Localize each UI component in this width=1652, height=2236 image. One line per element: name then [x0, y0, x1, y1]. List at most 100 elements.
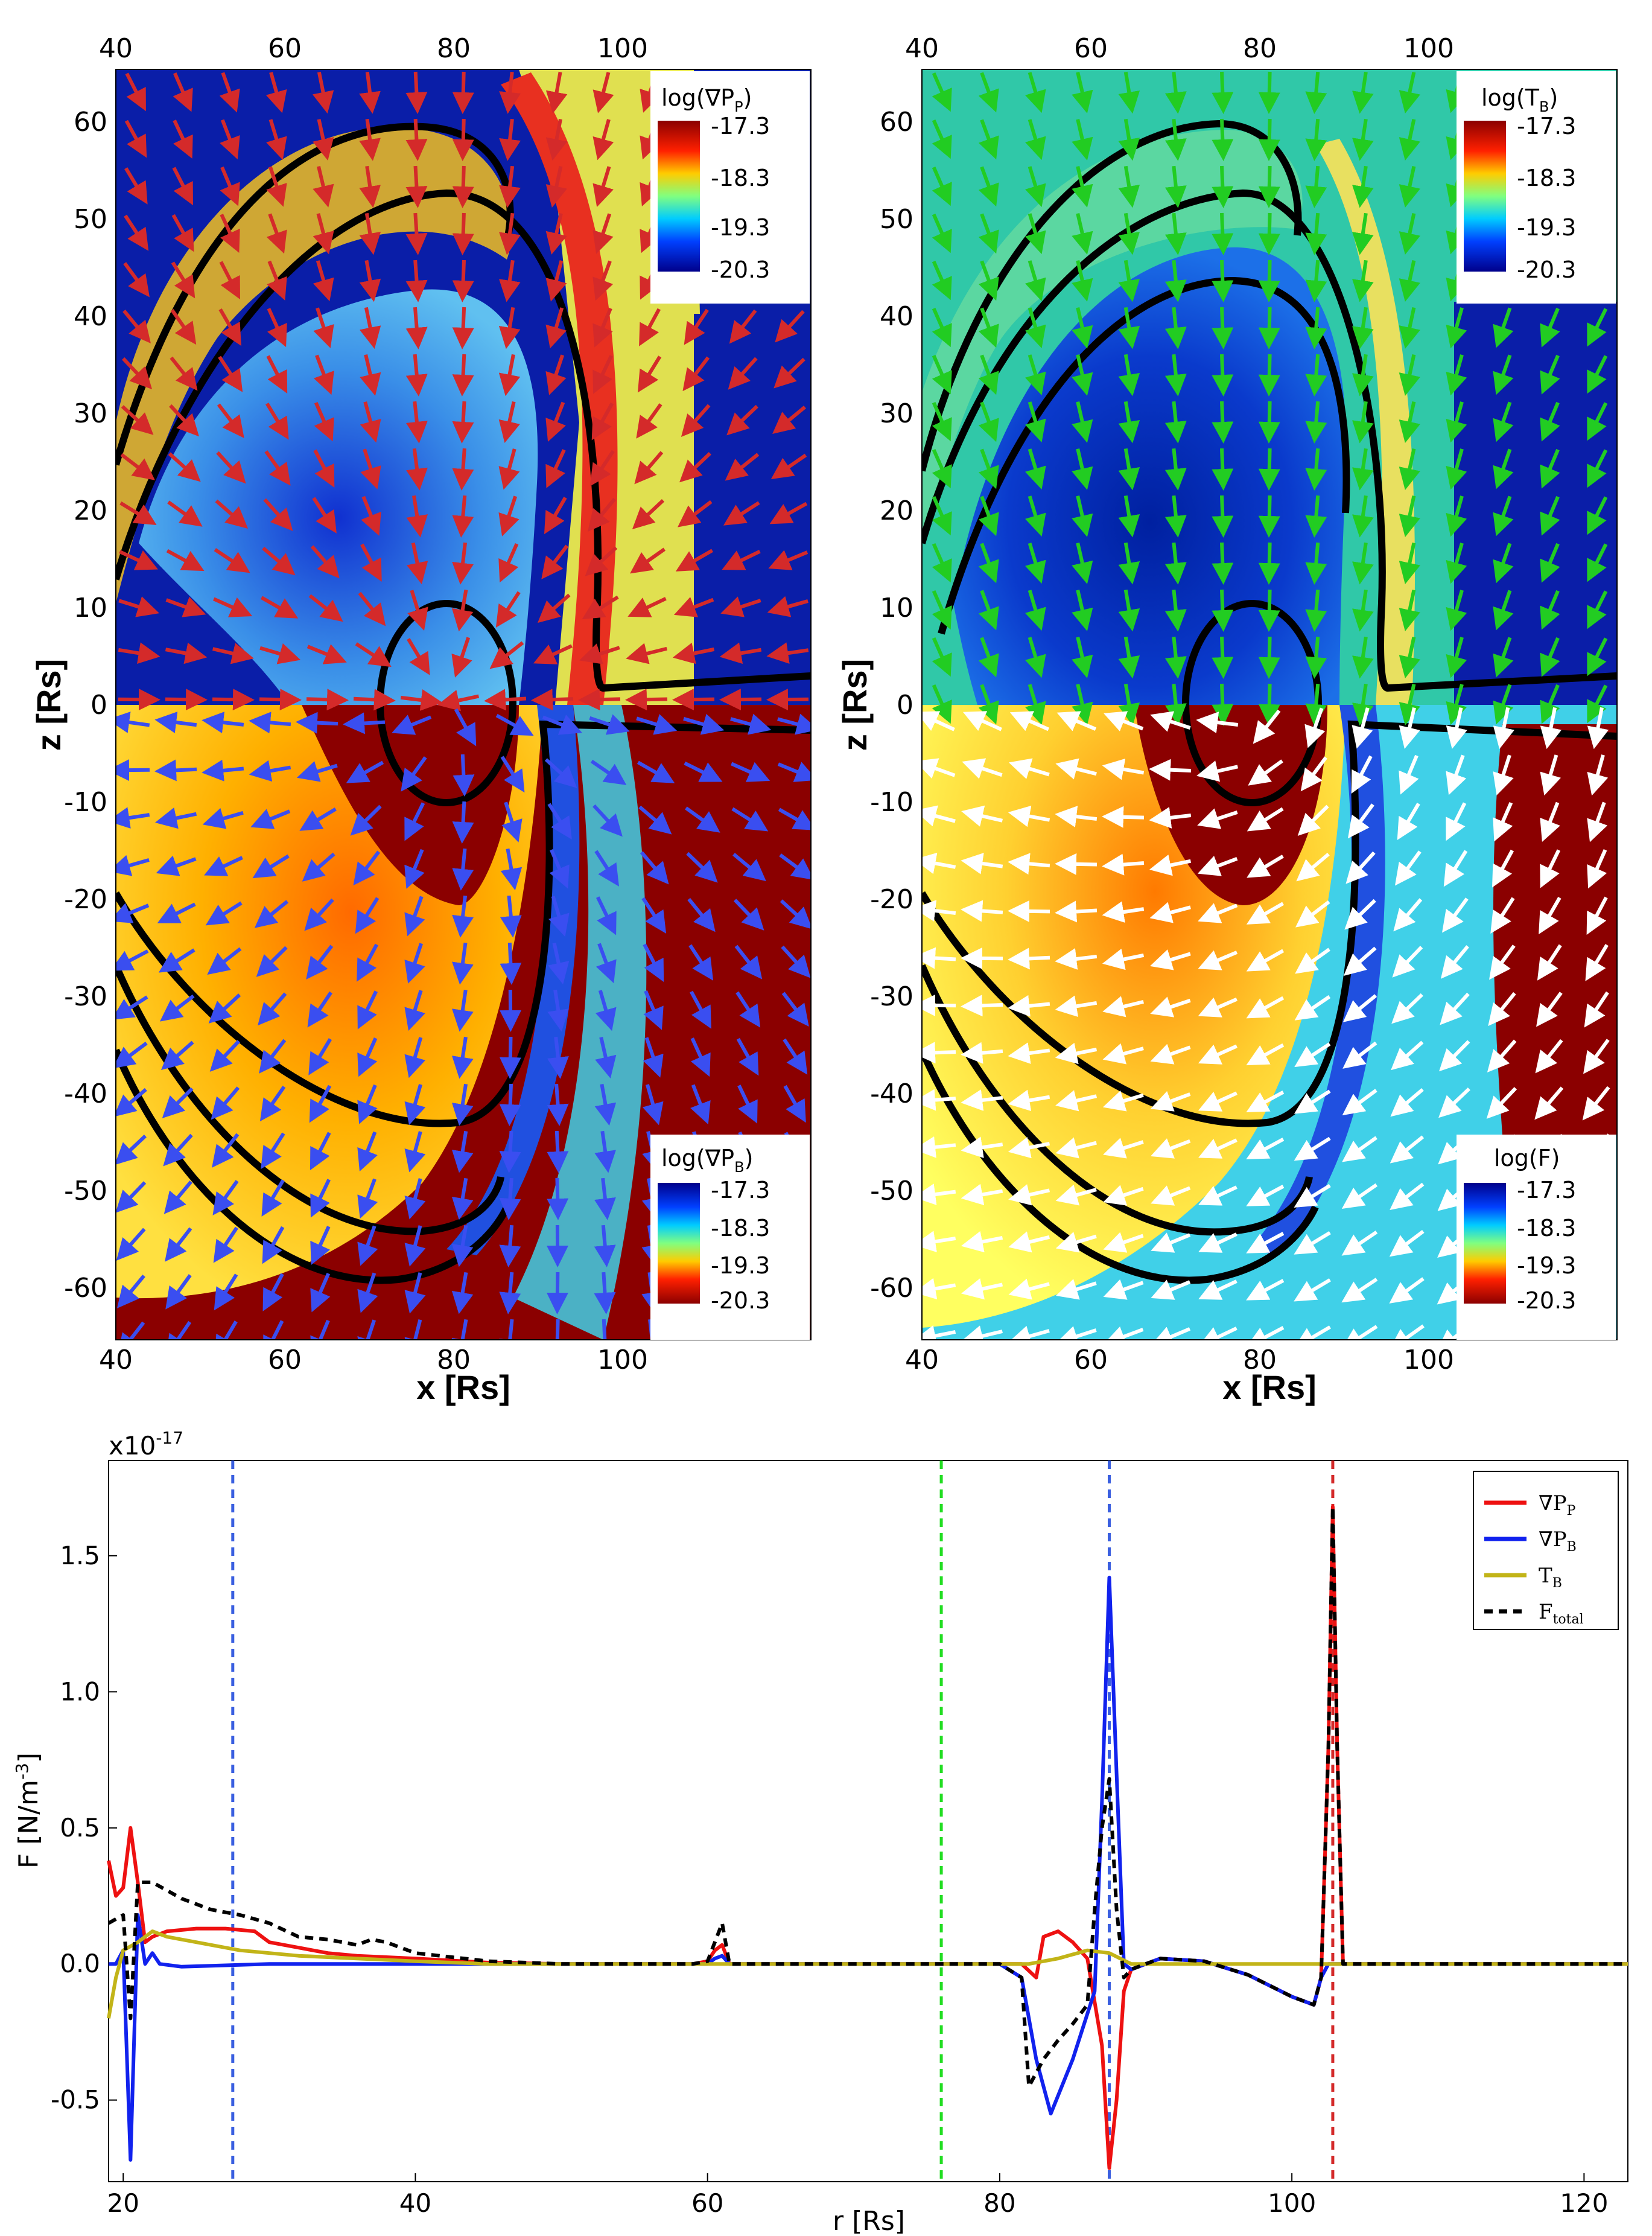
tr-arrow-upper-203	[1305, 683, 1327, 726]
tr-arrow-lower-129	[1342, 1089, 1377, 1116]
tr-arrow-upper-118	[1540, 401, 1560, 442]
tr-arrow-upper-164	[1587, 543, 1608, 582]
tl-arrow-upper-98	[498, 354, 521, 397]
tr-arrow-lower-73	[1539, 896, 1561, 935]
tr-arrow-upper-38	[1305, 165, 1327, 208]
tr-arrow-upper-0	[932, 72, 952, 112]
tl-upper-cb-tick-3: -20.3	[711, 256, 770, 283]
tr-arrow-lower-100	[1391, 993, 1423, 1024]
tl-arrow-upper-1	[173, 72, 193, 112]
tl-arrow-upper-19	[313, 118, 334, 161]
tr-arrow-lower-124	[1102, 1091, 1144, 1112]
tl-arrow-lower-101	[643, 990, 664, 1030]
tr-arrow-lower-92	[1008, 995, 1050, 1017]
legend-label-3-sub: total	[1553, 1612, 1584, 1627]
tr-arrow-lower-57	[1492, 849, 1514, 888]
tl-upper-title-end: )	[743, 84, 752, 111]
tl-upper-cb-tick-0: -17.3	[711, 113, 770, 139]
tl-arrow-lower-50	[353, 850, 381, 886]
tr-arrow-lower-150	[922, 1183, 956, 1205]
tl-arrow-upper-100	[592, 355, 613, 394]
tl-arrow-lower-155	[357, 1178, 378, 1219]
y-multiplier-base: x10	[109, 1431, 156, 1460]
tl-arrow-lower-36	[404, 802, 425, 841]
tr-upper-cavity	[953, 247, 1347, 705]
line-chart-ticks: 20 40 60 80 100 120 1.5 1.0 0.5 0.0 -0.5	[51, 1541, 1608, 2218]
tl-arrow-lower-41	[638, 805, 672, 835]
tl-arrow-lower-127	[451, 1083, 474, 1126]
tr-arrow-upper-121	[978, 448, 999, 489]
tr-lower-cb-tick-3: -20.3	[1517, 1287, 1576, 1314]
tl-arrow-upper-151	[166, 549, 205, 572]
tl-arrow-lower-167	[213, 1226, 238, 1263]
tr-arrow-upper-169	[1118, 589, 1140, 632]
tr-arrow-lower-118	[1535, 1039, 1563, 1074]
tl-arrow-upper-18	[266, 119, 287, 161]
tr-lower-cb-tick-1: -18.3	[1517, 1215, 1576, 1241]
tl-ztick-1: 50	[74, 204, 107, 235]
tr-arrow-lower-56	[1443, 850, 1468, 887]
tr-arrow-upper-23	[1305, 118, 1327, 161]
tl-arrow-upper-168	[260, 596, 299, 619]
tr-arrow-upper-119	[1587, 402, 1608, 441]
tl-arrow-upper-124	[313, 449, 335, 488]
tr-arrow-lower-113	[1294, 1042, 1331, 1068]
tl-arrow-lower-42	[685, 806, 720, 833]
tr-arrow-upper-66	[1212, 260, 1234, 302]
tr-arrow-lower-79	[1102, 948, 1145, 970]
tr-arrow-lower-188	[1294, 1278, 1331, 1302]
tr-arrow-upper-186	[1212, 636, 1234, 679]
tr-arrow-upper-154	[1118, 542, 1140, 585]
tr-arrow-lower-47	[1008, 853, 1050, 875]
tr-arrow-upper-46	[978, 213, 999, 254]
tr-arrow-lower-83	[1295, 948, 1330, 974]
series-line-3	[107, 1505, 1628, 2089]
tl-arrow-upper-187	[451, 637, 472, 678]
tl-arrow-lower-25	[590, 759, 627, 785]
tl-arrow-lower-87	[688, 944, 714, 981]
tl-arrow-upper-86	[639, 308, 661, 346]
tl-arrow-lower-170	[357, 1225, 378, 1266]
tl-arrow-lower-83	[500, 942, 522, 985]
tr-arrow-lower-65	[1149, 902, 1191, 923]
tr-arrows-lower	[922, 707, 1612, 1340]
tl-arrow-lower-109	[308, 1038, 332, 1075]
tl-arrow-lower-67	[452, 895, 474, 938]
tr-arrow-upper-182	[1025, 637, 1046, 678]
tr-lower-colorbar-gradient	[1464, 1183, 1506, 1304]
tr-arrow-upper-92	[1025, 354, 1046, 396]
tr-arrow-upper-8	[1305, 71, 1327, 114]
tl-arrow-lower-85	[596, 943, 617, 984]
tl-arrow-lower-200	[357, 1319, 378, 1340]
tr-arrow-upper-31	[978, 166, 999, 207]
tr-arrow-upper-153	[1072, 542, 1093, 584]
tr-arrow-upper-178	[1540, 590, 1560, 630]
tr-arrow-upper-32	[1025, 166, 1046, 208]
tr-arrow-upper-126	[1212, 448, 1234, 491]
tr-arrow-upper-135	[932, 495, 952, 536]
tl-arrow-lower-139	[310, 1132, 331, 1171]
series-line-2	[107, 1929, 1628, 2019]
tl-lower-cb-tick-3: -20.3	[711, 1287, 770, 1314]
tl-arrow-lower-57	[686, 852, 718, 883]
tl-arrow-upper-106	[169, 404, 199, 437]
tr-arrow-lower-5	[1150, 711, 1191, 732]
tl-arrow-upper-174	[537, 593, 571, 623]
tr-arrow-lower-151	[961, 1183, 1003, 1206]
tr-arrow-upper-144	[1352, 495, 1374, 538]
tl-lower-cb-tick-2: -19.3	[711, 1252, 770, 1279]
tr-arrow-lower-154	[1103, 1185, 1144, 1206]
tl-arrow-lower-55	[594, 850, 619, 887]
tl-arrow-lower-82	[452, 942, 474, 985]
tr-arrow-lower-130	[1390, 1088, 1424, 1117]
tr-upper-right-block	[1454, 302, 1617, 705]
ylabel-main: F [N/m	[13, 1780, 44, 1868]
tr-arrow-lower-165	[922, 1231, 956, 1253]
tr-arrow-upper-98	[1305, 354, 1327, 397]
tr-arrow-lower-205	[1389, 1324, 1425, 1340]
tl-arrow-upper-177	[673, 597, 714, 617]
tl-arrow-lower-198	[263, 1320, 284, 1340]
tr-contour-core	[1182, 600, 1322, 806]
tr-arrow-lower-77	[1008, 948, 1050, 970]
tl-arrow-lower-30	[116, 807, 150, 829]
